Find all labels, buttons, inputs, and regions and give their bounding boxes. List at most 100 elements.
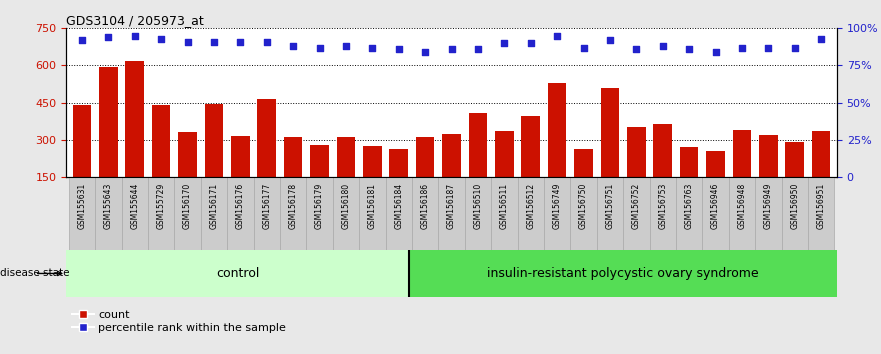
Point [550,33,564,39]
Text: GSM156181: GSM156181 [367,183,377,229]
FancyBboxPatch shape [439,177,464,250]
Point [444,46,458,52]
Bar [548,83,566,214]
FancyBboxPatch shape [254,177,280,250]
Bar [469,113,487,214]
Text: GSM156946: GSM156946 [711,183,720,229]
FancyBboxPatch shape [280,177,307,250]
Point [233,39,248,45]
Point [366,45,380,51]
Bar [680,147,699,214]
Bar [125,61,144,214]
FancyBboxPatch shape [702,177,729,250]
Bar [574,149,593,214]
FancyBboxPatch shape [729,177,755,250]
Bar [416,137,434,214]
FancyBboxPatch shape [66,250,410,297]
Text: GSM156763: GSM156763 [685,183,693,229]
Bar [310,145,329,214]
FancyBboxPatch shape [95,177,122,250]
Text: GSM156180: GSM156180 [342,183,351,229]
Bar [284,137,302,214]
Text: GSM156187: GSM156187 [447,183,456,229]
Point [629,46,643,52]
Bar [707,151,725,214]
Bar [759,135,778,214]
Bar [495,131,514,214]
Point [761,45,775,51]
Bar [627,127,646,214]
Text: GSM156176: GSM156176 [236,183,245,229]
Point [603,38,617,43]
Text: GSM156949: GSM156949 [764,183,773,229]
Text: GSM156749: GSM156749 [552,183,561,229]
Text: GSM156512: GSM156512 [526,183,536,229]
Text: GSM156186: GSM156186 [420,183,430,229]
Point [523,40,537,46]
Point [418,49,433,55]
Bar [812,131,831,214]
Text: GSM155644: GSM155644 [130,183,139,229]
Text: GSM156178: GSM156178 [289,183,298,229]
Bar [337,137,355,214]
Bar [786,142,804,214]
FancyBboxPatch shape [410,250,837,297]
Point [286,43,300,49]
Text: GSM155643: GSM155643 [104,183,113,229]
Bar [654,124,672,214]
Bar [257,99,276,214]
Text: GSM156950: GSM156950 [790,183,799,229]
Text: GSM156753: GSM156753 [658,183,667,229]
Bar [99,67,117,214]
FancyBboxPatch shape [808,177,834,250]
FancyBboxPatch shape [148,177,174,250]
Text: GSM156510: GSM156510 [473,183,483,229]
Point [682,46,696,52]
Legend: count, percentile rank within the sample: count, percentile rank within the sample [71,310,286,333]
Bar [152,105,170,214]
FancyBboxPatch shape [464,177,491,250]
Point [339,43,353,49]
FancyBboxPatch shape [596,177,623,250]
FancyBboxPatch shape [544,177,570,250]
Text: GSM156184: GSM156184 [394,183,403,229]
Bar [389,149,408,214]
FancyBboxPatch shape [201,177,227,250]
Text: GSM156948: GSM156948 [737,183,746,229]
Point [788,45,802,51]
Bar [363,146,381,214]
Bar [442,133,461,214]
FancyBboxPatch shape [755,177,781,250]
FancyBboxPatch shape [517,177,544,250]
Point [207,39,221,45]
Point [392,46,406,52]
Text: GSM155729: GSM155729 [157,183,166,229]
FancyBboxPatch shape [359,177,386,250]
Point [708,49,722,55]
FancyBboxPatch shape [623,177,649,250]
Point [128,33,142,39]
Point [313,45,327,51]
Bar [522,116,540,214]
Bar [178,132,196,214]
FancyBboxPatch shape [676,177,702,250]
FancyBboxPatch shape [570,177,596,250]
FancyBboxPatch shape [649,177,676,250]
Point [260,39,274,45]
FancyBboxPatch shape [174,177,201,250]
Text: disease state: disease state [0,268,70,279]
FancyBboxPatch shape [491,177,517,250]
FancyBboxPatch shape [122,177,148,250]
Point [576,45,590,51]
Text: GSM156751: GSM156751 [605,183,614,229]
Point [154,36,168,41]
Point [101,34,115,40]
Point [655,43,670,49]
Point [814,36,828,41]
FancyBboxPatch shape [781,177,808,250]
Text: GSM155631: GSM155631 [78,183,86,229]
FancyBboxPatch shape [333,177,359,250]
Text: insulin-resistant polycystic ovary syndrome: insulin-resistant polycystic ovary syndr… [487,267,759,280]
FancyBboxPatch shape [307,177,333,250]
FancyBboxPatch shape [69,177,95,250]
